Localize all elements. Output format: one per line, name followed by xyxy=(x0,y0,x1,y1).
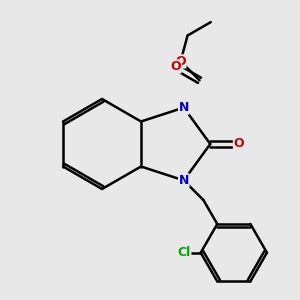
Text: O: O xyxy=(233,137,244,151)
Text: N: N xyxy=(178,101,189,114)
Text: N: N xyxy=(178,174,189,187)
Text: Cl: Cl xyxy=(178,246,191,259)
Text: O: O xyxy=(170,60,181,73)
Text: O: O xyxy=(175,55,186,68)
